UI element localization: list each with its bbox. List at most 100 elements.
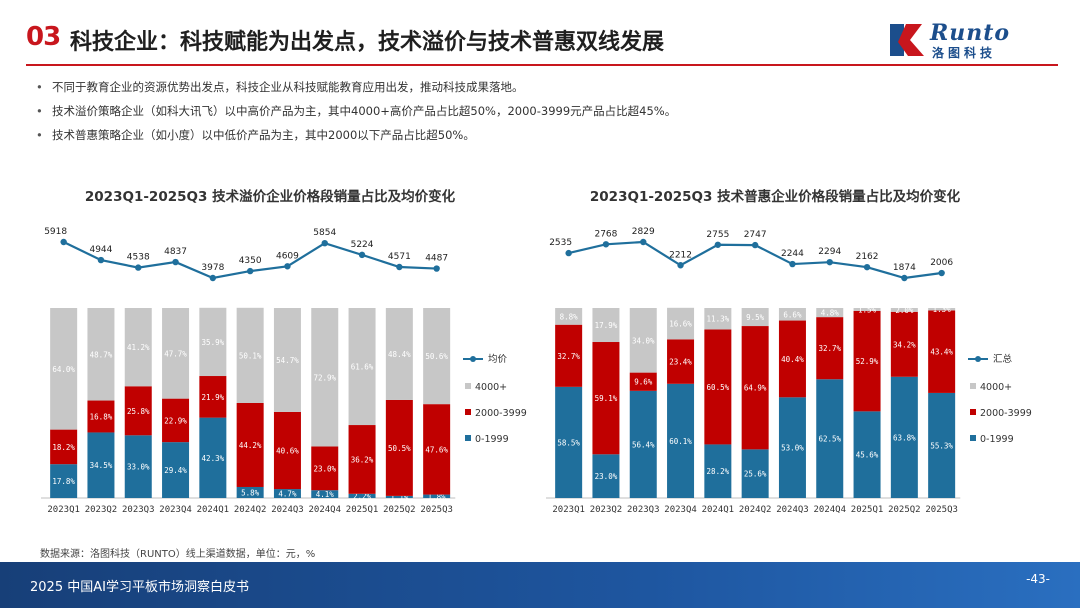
- data-label: 50.1%: [239, 351, 262, 360]
- line-point: [938, 269, 945, 277]
- data-label: 60.1%: [669, 437, 692, 446]
- line-value-label: 2006: [930, 258, 953, 268]
- line-point: [433, 265, 440, 272]
- bar-segment: [555, 324, 583, 387]
- data-label: 40.4%: [781, 355, 804, 364]
- bar-segment: [741, 308, 769, 327]
- line-point: [60, 238, 67, 246]
- line-point: [135, 264, 142, 271]
- legend-swatch: [970, 435, 976, 441]
- line-point: [826, 258, 833, 266]
- line-value-label: 5918: [44, 227, 67, 237]
- page-title: 科技企业：科技赋能为出发点，技术溢价与技术普惠双线发展: [70, 30, 665, 55]
- bar-segment: [555, 308, 583, 325]
- line-value-label: 4571: [388, 252, 411, 262]
- line-value-label: 2244: [781, 249, 804, 259]
- line-value-label: 3978: [201, 263, 224, 273]
- legend-label: 2000-3999: [475, 408, 527, 419]
- data-label: 54.7%: [276, 356, 299, 365]
- tick-label: 2023Q2: [590, 505, 623, 515]
- legend-label: 0-1999: [475, 434, 509, 445]
- tick-label: 2023Q4: [664, 505, 697, 515]
- bar-segment: [853, 310, 881, 412]
- source-note: 数据来源：洛图科技（RUNTO）线上渠道数据，单位：元，%: [40, 549, 316, 560]
- data-label: 47.6%: [425, 445, 448, 454]
- line-value-label: 2535: [549, 238, 572, 248]
- line-value-label: 5224: [351, 240, 374, 250]
- tick-label: 2025Q3: [925, 505, 958, 515]
- legend-label: 汇总: [993, 353, 1013, 365]
- bar-segment: [629, 390, 657, 498]
- bar-segment: [273, 308, 301, 412]
- line-point: [677, 262, 684, 269]
- bar-segment: [778, 397, 806, 498]
- bar-segment: [704, 329, 732, 445]
- data-label: 48.7%: [90, 350, 113, 359]
- line-value-label: 4538: [127, 253, 150, 263]
- bar-segment: [311, 490, 339, 498]
- bar-segment: [348, 308, 376, 426]
- tick-label: 2024Q1: [702, 505, 735, 515]
- tick-label: 2025Q1: [346, 505, 379, 515]
- tick-label: 2023Q2: [85, 505, 118, 515]
- logo-text-cn: 洛图科技: [932, 46, 997, 60]
- bar-segment: [124, 308, 152, 387]
- bullet-list: • 不同于教育企业的资源优势出发点，科技企业从科技赋能教育应用出发，推动科技成果落…: [36, 78, 676, 150]
- data-label: 2.2%: [353, 492, 372, 501]
- line-point: [565, 249, 572, 257]
- legend-line-marker: [975, 356, 981, 362]
- bar-segment: [778, 308, 806, 321]
- bar-segment: [385, 308, 413, 400]
- data-label: 25.6%: [744, 470, 767, 479]
- tick-label: 2025Q2: [383, 505, 416, 515]
- chart-title-premium: 2023Q1-2025Q3 技术溢价企业价格段销量占比及均价变化: [84, 189, 456, 205]
- legend-swatch: [970, 409, 976, 415]
- bar-segment: [423, 404, 451, 495]
- data-label: 16.8%: [90, 412, 113, 421]
- data-label: 50.5%: [388, 444, 411, 453]
- data-label: 1.5%: [858, 305, 877, 314]
- tick-label: 2023Q1: [47, 505, 80, 515]
- tick-label: 2024Q2: [234, 505, 267, 515]
- footer-title: 2025 中国AI学习平板市场洞察白皮书: [30, 580, 249, 595]
- bar-segment: [667, 383, 695, 498]
- data-label: 41.2%: [127, 343, 150, 352]
- bar-segment: [741, 326, 769, 450]
- data-label: 34.5%: [90, 461, 113, 470]
- line-point: [602, 241, 610, 248]
- data-label: 1.3%: [933, 305, 952, 314]
- data-label: 29.4%: [164, 466, 187, 475]
- bar-segment: [124, 386, 152, 436]
- tick-label: 2025Q1: [851, 505, 884, 515]
- bar-segment: [629, 372, 657, 391]
- line-point: [321, 239, 328, 247]
- bullet-item: • 技术普惠策略企业（如小度）以中低价产品为主，其中2000以下产品占比超50%。: [36, 128, 475, 142]
- logo: Runto 洛图科技: [888, 20, 1048, 60]
- bar-segment: [87, 432, 115, 498]
- bullet-text: 技术溢价策略企业（如科大讯飞）以中高价产品为主，其中4000+高价产品占比超50…: [52, 104, 677, 118]
- data-label: 43.4%: [930, 348, 953, 357]
- line-point: [97, 256, 105, 264]
- bar-segment: [555, 386, 583, 498]
- tick-label: 2023Q4: [159, 505, 192, 515]
- data-label: 32.7%: [818, 344, 841, 353]
- data-label: 9.6%: [634, 378, 653, 387]
- data-label: 33.0%: [127, 463, 150, 472]
- bar-segment: [199, 417, 227, 498]
- line-point: [714, 241, 722, 248]
- data-label: 53.0%: [781, 444, 804, 453]
- data-label: 52.9%: [856, 357, 879, 366]
- line-point: [789, 260, 796, 268]
- data-label: 23.4%: [669, 358, 692, 367]
- data-label: 34.2%: [893, 340, 916, 349]
- bar-segment: [162, 308, 190, 399]
- line-value-label: 2747: [744, 230, 767, 240]
- bullet-text: 技术普惠策略企业（如小度）以中低价产品为主，其中2000以下产品占比超50%。: [52, 128, 475, 142]
- data-label: 4.1%: [316, 490, 335, 499]
- bar-segment: [741, 449, 769, 498]
- tick-label: 2024Q4: [813, 505, 846, 515]
- bar-segment: [162, 398, 190, 443]
- bar-segment: [853, 411, 881, 498]
- bar-segment: [423, 308, 451, 405]
- bullet-item: • 不同于教育企业的资源优势出发点，科技企业从科技赋能教育应用出发，推动科技成果落…: [36, 80, 524, 94]
